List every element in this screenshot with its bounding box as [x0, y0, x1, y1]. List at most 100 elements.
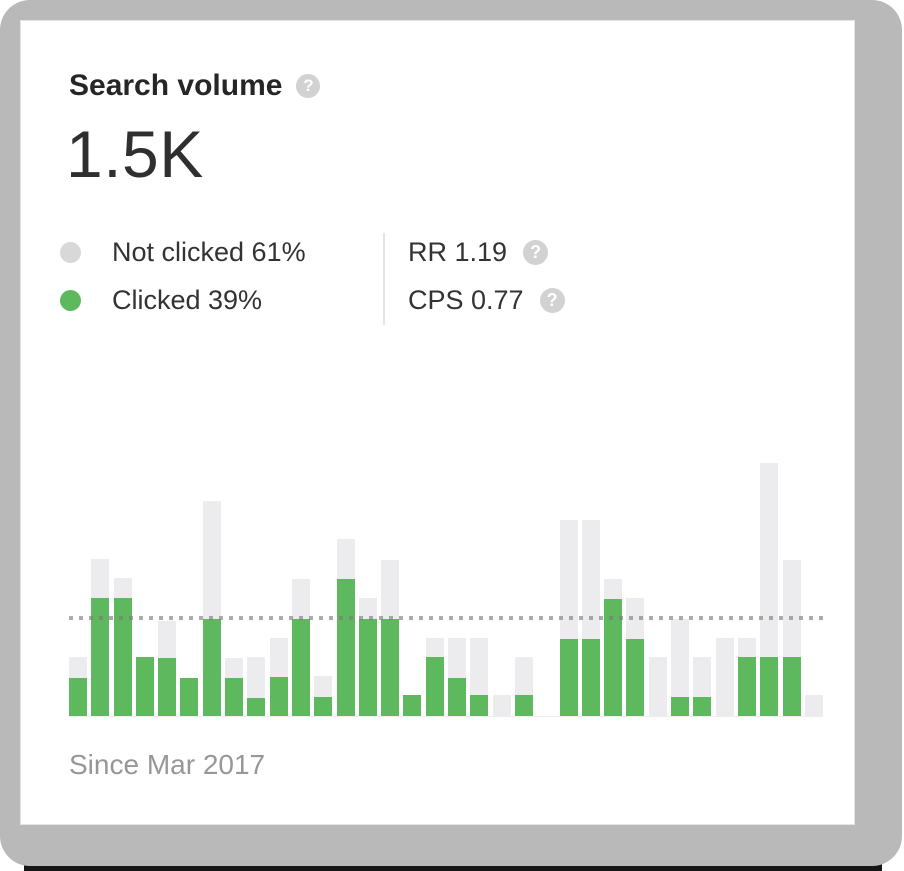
bar-month-14[interactable] — [381, 560, 400, 716]
not-clicked-segment — [91, 559, 110, 598]
clicked-segment — [247, 698, 266, 716]
not-clicked-segment — [648, 657, 667, 716]
card-title: Search volume — [69, 69, 283, 102]
clicked-segment — [358, 619, 377, 716]
not-clicked-segment — [760, 463, 779, 657]
clicked-segment — [225, 678, 244, 716]
search-volume-value: 1.5K — [66, 117, 204, 191]
bar-month-5[interactable] — [180, 678, 199, 716]
bar-month-11[interactable] — [314, 676, 333, 716]
not-clicked-segment — [381, 560, 400, 619]
bar-month-31[interactable] — [760, 463, 779, 716]
rr-value: RR 1.19 — [408, 236, 508, 267]
not-clicked-segment — [514, 657, 533, 695]
metrics-block: RR 1.19 ? CPS 0.77 ? — [408, 236, 565, 334]
clicked-segment — [693, 697, 712, 716]
bar-month-13[interactable] — [358, 598, 377, 716]
card-header: Search volume ? — [69, 69, 321, 103]
not-clicked-segment — [336, 539, 355, 579]
not-clicked-segment — [470, 638, 489, 695]
clicked-segment — [403, 695, 422, 716]
bar-month-8[interactable] — [247, 657, 266, 716]
clicked-segment — [69, 678, 87, 716]
metric-cps: CPS 0.77 ? — [408, 285, 565, 315]
not-clicked-segment — [715, 638, 734, 716]
clicked-label: Clicked 39% — [112, 284, 263, 315]
not-clicked-segment — [671, 619, 690, 697]
not-clicked-segment — [69, 657, 87, 678]
bar-month-7[interactable] — [225, 658, 244, 716]
clicked-segment — [202, 619, 221, 716]
clicked-segment — [314, 697, 333, 716]
clicked-segment — [91, 598, 110, 716]
not-clicked-segment — [314, 676, 333, 697]
bar-month-20[interactable] — [514, 657, 533, 716]
background-dark-strip — [24, 864, 882, 871]
clicked-segment — [760, 657, 779, 716]
bar-month-9[interactable] — [269, 638, 288, 716]
clicked-segment — [336, 579, 355, 716]
help-icon-rr[interactable]: ? — [523, 239, 549, 265]
clicked-swatch — [60, 289, 81, 311]
bar-month-6[interactable] — [202, 501, 221, 716]
not-clicked-segment — [291, 579, 310, 619]
search-volume-card: Search volume ? 1.5K Not clicked 61% Cli… — [20, 20, 855, 825]
bar-month-27[interactable] — [671, 619, 690, 716]
clicked-segment — [291, 619, 310, 716]
not-clicked-segment — [158, 621, 177, 658]
bar-month-28[interactable] — [693, 657, 712, 716]
not-clicked-swatch — [60, 241, 81, 263]
not-clicked-segment — [581, 520, 600, 639]
average-dotted-line — [69, 616, 823, 620]
clicked-segment — [581, 639, 600, 716]
not-clicked-segment — [693, 657, 712, 697]
clicked-segment — [737, 657, 756, 716]
not-clicked-segment — [782, 560, 801, 657]
clicked-segment — [559, 639, 578, 716]
legend-item-not-clicked: Not clicked 61% — [60, 236, 306, 267]
clicked-segment — [782, 657, 801, 716]
bar-month-18[interactable] — [470, 638, 489, 716]
help-icon-cps[interactable]: ? — [539, 287, 565, 313]
not-clicked-segment — [737, 638, 756, 657]
search-volume-bar-chart[interactable] — [69, 461, 823, 716]
not-clicked-segment — [358, 598, 377, 619]
bar-month-26[interactable] — [648, 657, 667, 716]
help-icon-search-volume[interactable]: ? — [296, 74, 321, 98]
bar-month-19[interactable] — [492, 695, 511, 716]
clicked-segment — [626, 639, 645, 716]
not-clicked-segment — [202, 501, 221, 619]
bar-month-0[interactable] — [69, 657, 87, 716]
bar-month-16[interactable] — [425, 638, 444, 716]
chart-baseline — [69, 716, 823, 717]
not-clicked-label: Not clicked 61% — [112, 236, 306, 267]
chart-legend: Not clicked 61% Clicked 39% — [60, 236, 306, 334]
bar-month-24[interactable] — [604, 579, 623, 716]
bar-month-22[interactable] — [559, 520, 578, 716]
bar-month-29[interactable] — [715, 638, 734, 716]
bar-month-2[interactable] — [113, 578, 132, 716]
not-clicked-segment — [604, 579, 623, 599]
bar-month-32[interactable] — [782, 560, 801, 716]
bar-month-17[interactable] — [448, 638, 467, 716]
not-clicked-segment — [113, 578, 132, 598]
clicked-segment — [604, 599, 623, 716]
bar-month-23[interactable] — [581, 520, 600, 716]
bar-month-33[interactable] — [804, 695, 823, 716]
clicked-segment — [158, 658, 177, 716]
clicked-segment — [470, 695, 489, 716]
bar-month-3[interactable] — [135, 657, 154, 716]
bar-month-4[interactable] — [158, 621, 177, 716]
bar-month-1[interactable] — [91, 559, 110, 716]
clicked-segment — [381, 619, 400, 716]
bar-month-30[interactable] — [737, 638, 756, 716]
bar-month-12[interactable] — [336, 539, 355, 716]
clicked-segment — [135, 657, 154, 716]
not-clicked-segment — [269, 638, 288, 677]
bar-month-15[interactable] — [403, 695, 422, 716]
clicked-segment — [671, 697, 690, 716]
clicked-segment — [113, 598, 132, 716]
bar-month-10[interactable] — [291, 579, 310, 716]
not-clicked-segment — [225, 658, 244, 678]
